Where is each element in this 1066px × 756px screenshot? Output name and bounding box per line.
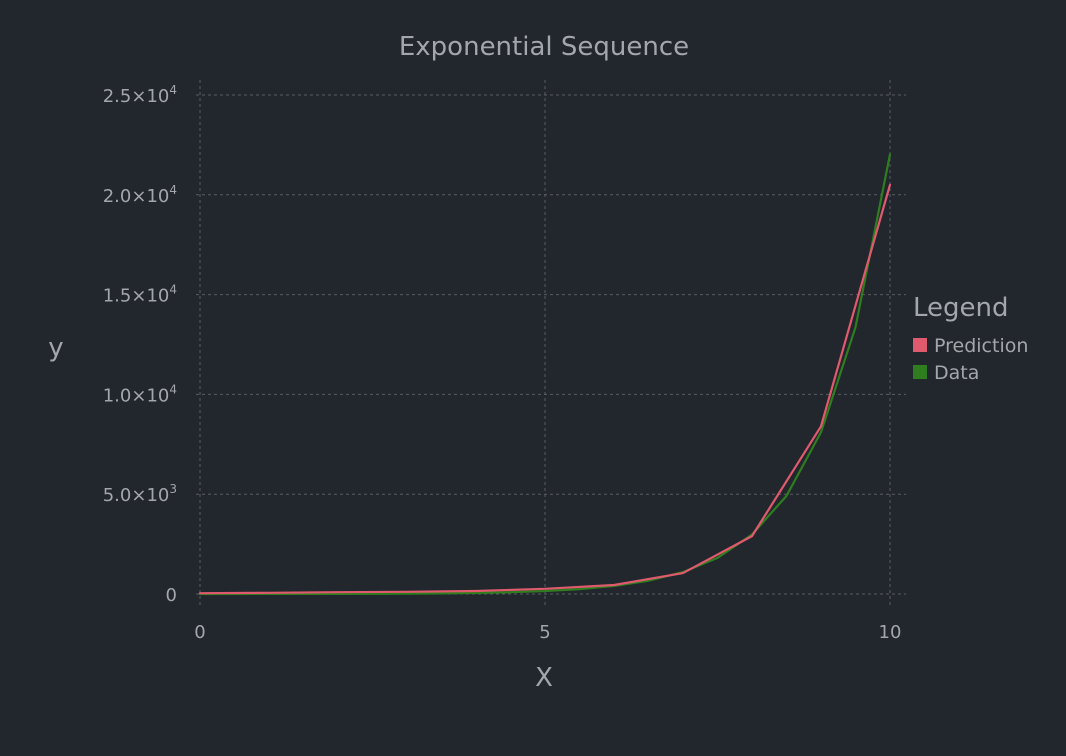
y-axis-label: y xyxy=(48,333,63,363)
y-tick-exponent: 4 xyxy=(169,83,177,97)
legend-label: Prediction xyxy=(934,335,1028,357)
legend-swatch xyxy=(913,338,927,352)
y-tick-exponent: 4 xyxy=(169,183,177,197)
y-tick-mantissa: 1.0×10 xyxy=(103,385,170,406)
y-tick-label: 1.0×104 xyxy=(103,382,177,406)
legend: Legend Prediction Data xyxy=(913,293,1028,384)
y-tick-mantissa: 0 xyxy=(166,585,177,606)
y-tick-exponent: 3 xyxy=(169,482,177,496)
series-line-prediction xyxy=(198,183,892,595)
x-tick-label: 5 xyxy=(539,622,550,643)
series-line-data xyxy=(198,153,892,596)
y-tick-label: 2.5×104 xyxy=(103,83,177,107)
y-tick-label: 2.0×104 xyxy=(103,183,177,207)
y-tick-mantissa: 5.0×10 xyxy=(103,485,170,506)
x-axis-label: X xyxy=(535,663,553,693)
y-tick-label: 0 xyxy=(166,585,177,606)
grid-lines xyxy=(196,80,906,608)
legend-label: Data xyxy=(934,362,979,384)
x-tick-label: 10 xyxy=(879,622,902,643)
y-tick-label: 1.5×104 xyxy=(103,283,177,307)
legend-item-data: Data xyxy=(913,362,979,384)
y-tick-exponent: 4 xyxy=(169,382,177,396)
y-tick-exponent: 4 xyxy=(169,283,177,297)
legend-item-prediction: Prediction xyxy=(913,335,1028,357)
x-tick-label: 0 xyxy=(194,622,205,643)
y-tick-label: 5.0×103 xyxy=(103,482,177,506)
legend-title: Legend xyxy=(913,293,1009,323)
y-tick-mantissa: 1.5×10 xyxy=(103,286,170,307)
legend-swatch xyxy=(913,365,927,379)
chart-title: Exponential Sequence xyxy=(399,32,689,62)
y-tick-mantissa: 2.0×10 xyxy=(103,186,170,207)
series-lines xyxy=(198,153,892,596)
y-tick-mantissa: 2.5×10 xyxy=(103,86,170,107)
